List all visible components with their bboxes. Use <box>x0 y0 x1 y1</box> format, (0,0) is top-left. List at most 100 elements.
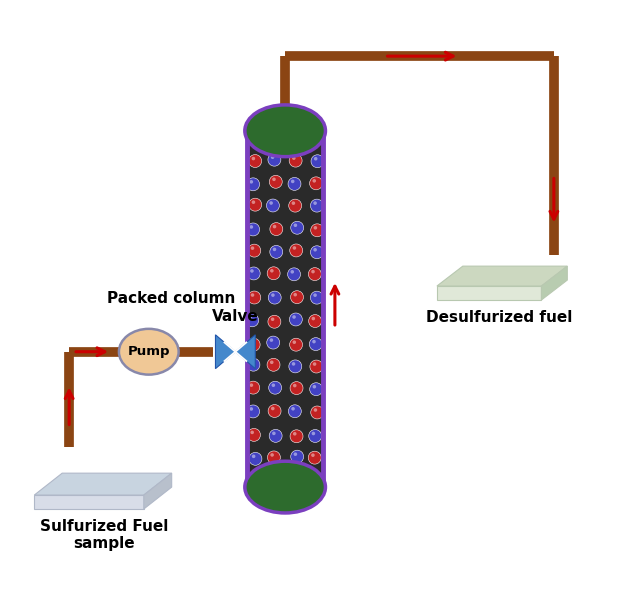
Circle shape <box>311 453 314 457</box>
Circle shape <box>272 431 276 435</box>
Circle shape <box>251 293 254 297</box>
Circle shape <box>268 315 281 328</box>
Circle shape <box>308 268 321 281</box>
Circle shape <box>290 382 303 395</box>
Circle shape <box>293 384 296 388</box>
Circle shape <box>249 453 262 466</box>
Circle shape <box>252 157 255 160</box>
Circle shape <box>289 313 303 326</box>
Circle shape <box>248 155 262 168</box>
Circle shape <box>247 338 260 351</box>
Circle shape <box>292 201 295 205</box>
Circle shape <box>252 201 255 204</box>
Circle shape <box>267 199 279 212</box>
Circle shape <box>252 454 255 458</box>
Polygon shape <box>35 495 144 509</box>
Circle shape <box>313 179 316 183</box>
Circle shape <box>291 132 294 135</box>
Circle shape <box>269 175 282 188</box>
Circle shape <box>311 224 324 237</box>
Circle shape <box>272 134 276 137</box>
Circle shape <box>270 269 274 273</box>
Circle shape <box>247 223 260 236</box>
Circle shape <box>246 131 259 144</box>
Circle shape <box>313 362 316 366</box>
Circle shape <box>291 291 303 304</box>
Circle shape <box>311 406 324 419</box>
Polygon shape <box>144 473 172 509</box>
Circle shape <box>309 130 321 143</box>
Circle shape <box>292 340 296 344</box>
Circle shape <box>269 132 282 145</box>
Circle shape <box>270 453 274 457</box>
Text: Valve: Valve <box>212 309 259 324</box>
Circle shape <box>311 270 314 273</box>
Circle shape <box>310 360 323 373</box>
Circle shape <box>289 360 302 373</box>
Text: Packed column: Packed column <box>107 291 235 306</box>
Circle shape <box>291 407 295 411</box>
Circle shape <box>294 453 297 456</box>
Circle shape <box>309 314 321 327</box>
Polygon shape <box>235 335 255 369</box>
Circle shape <box>294 224 297 227</box>
Circle shape <box>314 226 317 230</box>
Circle shape <box>247 267 260 280</box>
Circle shape <box>311 476 325 489</box>
Circle shape <box>309 430 321 442</box>
Circle shape <box>273 225 276 228</box>
Circle shape <box>311 432 315 435</box>
Circle shape <box>270 222 283 235</box>
Circle shape <box>250 180 253 183</box>
Circle shape <box>248 244 261 257</box>
Text: Pump: Pump <box>128 345 170 358</box>
Circle shape <box>309 383 323 396</box>
Circle shape <box>248 291 261 304</box>
Circle shape <box>247 428 260 441</box>
Circle shape <box>291 450 304 463</box>
Circle shape <box>250 360 253 364</box>
Circle shape <box>290 475 294 478</box>
Circle shape <box>293 432 296 435</box>
Circle shape <box>289 338 303 351</box>
Circle shape <box>268 153 281 166</box>
Circle shape <box>311 246 323 258</box>
Circle shape <box>309 177 323 190</box>
Circle shape <box>250 269 253 273</box>
Polygon shape <box>437 266 567 286</box>
Circle shape <box>250 384 253 387</box>
Polygon shape <box>216 335 235 369</box>
Circle shape <box>287 129 301 142</box>
Circle shape <box>267 267 280 280</box>
Circle shape <box>311 317 315 320</box>
Circle shape <box>292 156 296 160</box>
Circle shape <box>270 476 274 480</box>
Circle shape <box>269 430 282 442</box>
Circle shape <box>269 201 273 205</box>
Circle shape <box>247 358 260 371</box>
Circle shape <box>313 248 317 251</box>
Circle shape <box>292 315 296 319</box>
Circle shape <box>310 291 323 304</box>
Circle shape <box>247 381 260 394</box>
Circle shape <box>293 293 297 297</box>
Circle shape <box>267 358 280 371</box>
Circle shape <box>267 451 281 464</box>
Circle shape <box>291 221 304 234</box>
Circle shape <box>271 293 275 297</box>
Circle shape <box>250 340 253 344</box>
Text: Sulfurized Fuel
sample: Sulfurized Fuel sample <box>40 519 168 551</box>
Circle shape <box>291 270 294 274</box>
Circle shape <box>273 248 276 251</box>
Circle shape <box>313 293 317 297</box>
Circle shape <box>289 154 302 167</box>
Circle shape <box>272 384 275 387</box>
Circle shape <box>292 246 296 250</box>
Polygon shape <box>542 266 567 300</box>
Circle shape <box>249 476 253 479</box>
Circle shape <box>313 201 317 205</box>
Circle shape <box>290 244 303 257</box>
Circle shape <box>247 178 260 191</box>
Circle shape <box>272 178 276 181</box>
Circle shape <box>270 245 283 258</box>
